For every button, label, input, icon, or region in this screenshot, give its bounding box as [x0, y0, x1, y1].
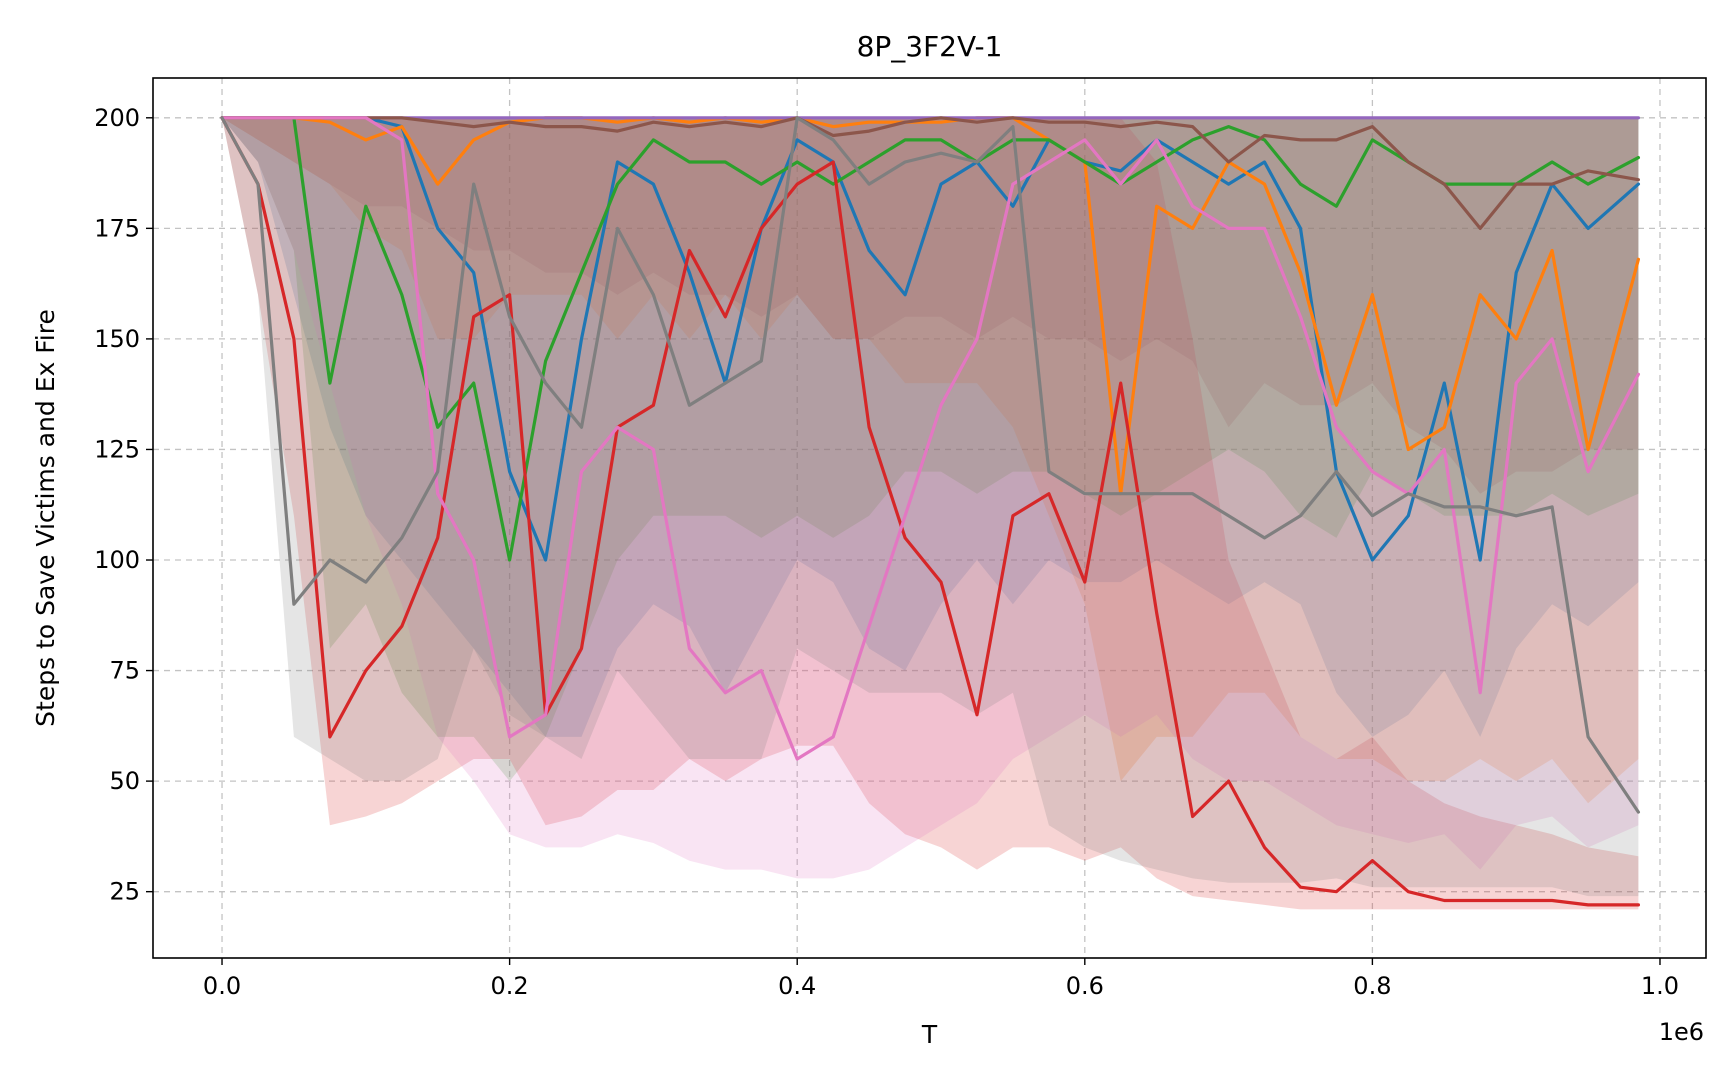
y-tick-label: 200: [94, 104, 140, 132]
series-line-7: [220, 116, 1641, 761]
x-axis-offset-label: 1e6: [1659, 1018, 1704, 1046]
y-tick-label: 50: [109, 767, 140, 795]
x-tick-label: 0.0: [203, 972, 241, 1000]
series-line-3: [220, 116, 1641, 562]
x-tick-label: 0.4: [778, 972, 816, 1000]
series-band-4: [222, 117, 1639, 910]
x-tick-label: 0.8: [1353, 972, 1391, 1000]
y-tick-label: 25: [109, 878, 140, 906]
series-line-6: [220, 116, 1641, 230]
series-line-2: [220, 116, 1641, 496]
series-band-1: [222, 117, 1639, 737]
x-axis-label: T: [921, 1020, 938, 1049]
series-band-8: [222, 117, 1639, 897]
plot-frame: [152, 77, 1707, 959]
series-line-8: [220, 116, 1641, 814]
chart-title: 8P_3F2V-1: [857, 30, 1003, 63]
x-tick-label: 0.2: [491, 972, 529, 1000]
y-tick-label: 75: [109, 657, 140, 685]
series-line-4: [220, 116, 1641, 907]
series-lines: [220, 116, 1641, 907]
series-band-7: [222, 117, 1639, 879]
y-axis-label: Steps to Save Victims and Ex Fire: [31, 309, 60, 727]
y-tick-label: 175: [94, 214, 140, 242]
series-band-6: [222, 117, 1639, 494]
x-tick-label: 1.0: [1641, 972, 1679, 1000]
series-line-1: [220, 116, 1641, 562]
y-tick-label: 100: [94, 546, 140, 574]
y-tick-label: 125: [94, 435, 140, 463]
axis-ticks: 0.0 0.2 0.4 0.6 0.8 1.0 25 50 75 100 125 150 175 200: [94, 104, 1679, 1000]
y-tick-label: 150: [94, 325, 140, 353]
x-tick-label: 0.6: [1066, 972, 1104, 1000]
